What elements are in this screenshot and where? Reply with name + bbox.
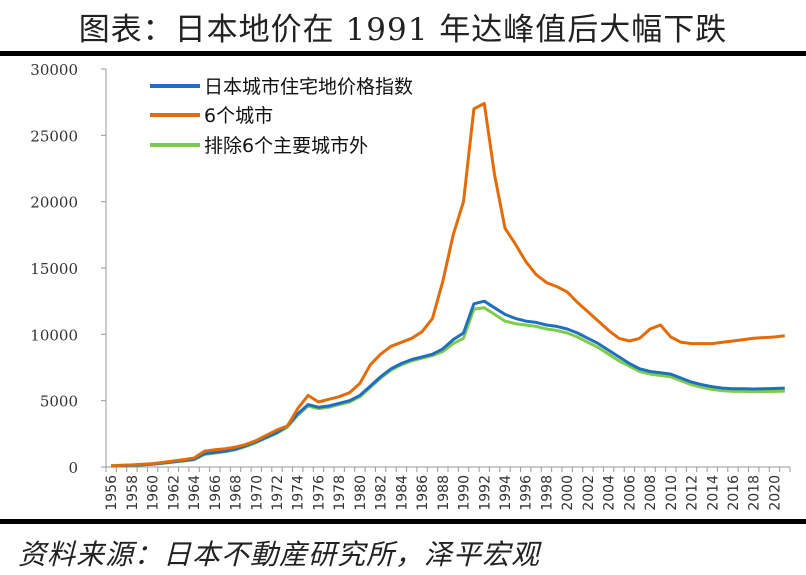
y-tick-label: 30000 — [30, 61, 78, 79]
legend-item-1: 6个城市 — [150, 101, 273, 128]
bottom-rule — [0, 519, 806, 524]
y-tick-label: 15000 — [30, 260, 78, 278]
y-tick-label: 20000 — [30, 194, 78, 212]
x-tick-label: 2016 — [726, 475, 742, 511]
x-tick-label: 1988 — [436, 475, 452, 511]
series-line-1 — [111, 102, 785, 468]
x-tick-label: 2008 — [643, 475, 659, 511]
x-tick-label: 1996 — [519, 475, 535, 511]
x-tick-label: 2002 — [581, 475, 597, 511]
legend-label: 排除6个主要城市外 — [204, 135, 369, 157]
x-tick-label: 1972 — [270, 475, 286, 511]
legend-swatch — [150, 83, 200, 88]
x-tick-label: 2010 — [664, 475, 680, 511]
y-tick-label: 0 — [68, 459, 78, 477]
x-tick-label: 2006 — [622, 475, 638, 511]
x-tick-label: 1974 — [291, 475, 307, 511]
source-note: 资料来源：日本不動産研究所，泽平宏观 — [18, 538, 541, 571]
x-tick-label: 1958 — [125, 475, 141, 511]
top-rule — [0, 51, 806, 56]
legend-label: 6个城市 — [204, 105, 274, 127]
x-tick-label: 1986 — [415, 475, 431, 511]
x-tick-label: 1962 — [166, 475, 182, 511]
y-tick-label: 10000 — [30, 326, 78, 344]
series-line-0 — [111, 299, 785, 468]
x-tick-label: 2018 — [747, 475, 763, 511]
x-tick-label: 1976 — [311, 475, 327, 511]
x-tick-label: 1984 — [394, 475, 410, 511]
y-tick-label: 5000 — [40, 393, 78, 411]
x-tick-label: 1966 — [208, 475, 224, 511]
x-tick-label: 2012 — [685, 475, 701, 511]
x-tick-label: 1982 — [374, 475, 390, 511]
x-tick-label: 1980 — [353, 475, 369, 511]
x-tick-label: 1994 — [498, 475, 514, 511]
legend-swatch — [150, 142, 200, 147]
x-tick-label: 1990 — [457, 475, 473, 511]
legend-swatch — [150, 112, 200, 117]
x-tick-label: 1956 — [104, 475, 120, 511]
x-tick-label: 2020 — [767, 475, 783, 511]
x-tick-label: 1970 — [249, 475, 265, 511]
line-chart: 0 5000 10000 15000 20000 25000 30000 1956 1958 19… — [30, 61, 791, 511]
chart-title: 图表：日本地价在 1991 年达峰值后大幅下跌 — [78, 12, 728, 48]
x-tick-label: 1992 — [477, 475, 493, 511]
x-tick-label: 2004 — [602, 475, 618, 511]
x-tick-label: 1998 — [539, 475, 555, 511]
x-tick-label: 1964 — [187, 475, 203, 511]
x-tick-label: 1960 — [146, 475, 162, 511]
legend-label: 日本城市住宅地价格指数 — [204, 76, 414, 98]
x-tick-label: 2014 — [705, 475, 721, 511]
x-tick-label: 1978 — [332, 475, 348, 511]
y-tick-label: 25000 — [30, 127, 78, 145]
x-tick-label: 1968 — [229, 475, 245, 511]
legend-item-2: 排除6个主要城市外 — [150, 131, 368, 158]
legend-item-0: 日本城市住宅地价格指数 — [150, 72, 413, 99]
x-tick-label: 2000 — [560, 475, 576, 511]
series-line-2 — [111, 306, 785, 468]
